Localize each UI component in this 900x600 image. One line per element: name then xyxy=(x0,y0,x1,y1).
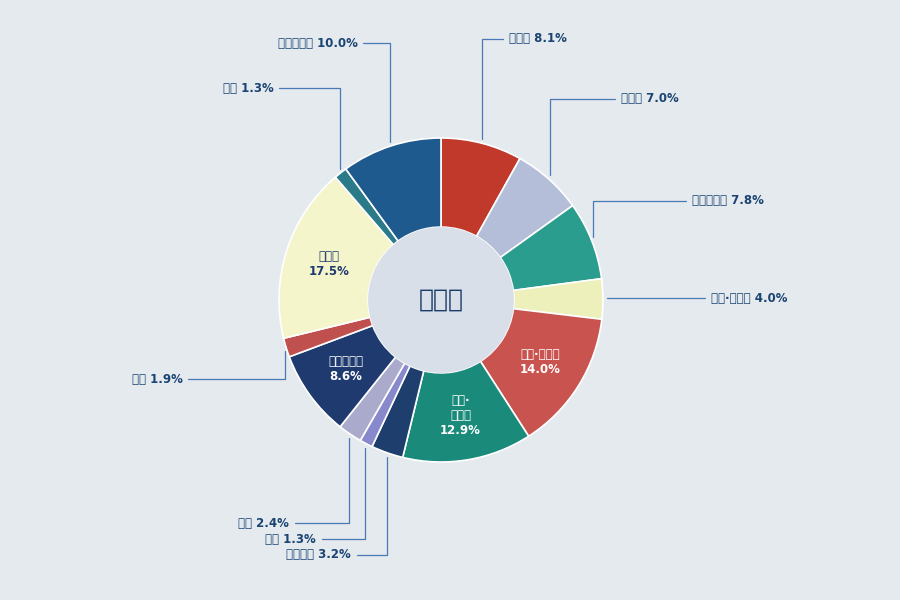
Text: 建設業 8.1%: 建設業 8.1% xyxy=(482,32,567,139)
Wedge shape xyxy=(289,326,396,427)
Wedge shape xyxy=(346,138,441,241)
Circle shape xyxy=(368,227,514,373)
Text: 不動産業 3.2%: 不動産業 3.2% xyxy=(286,457,386,561)
Wedge shape xyxy=(360,363,410,446)
Wedge shape xyxy=(402,361,528,462)
Text: 法学部: 法学部 xyxy=(418,288,464,312)
Wedge shape xyxy=(284,317,373,357)
Text: 運輸·郵便業 4.0%: 運輸·郵便業 4.0% xyxy=(608,292,788,305)
Text: 大学院進学 10.0%: 大学院進学 10.0% xyxy=(278,37,391,142)
Wedge shape xyxy=(372,366,424,457)
Wedge shape xyxy=(476,158,572,257)
Text: 自営 1.9%: 自営 1.9% xyxy=(132,351,284,386)
Text: サービス業
8.6%: サービス業 8.6% xyxy=(328,355,364,383)
Wedge shape xyxy=(336,169,398,245)
Wedge shape xyxy=(513,278,603,319)
Text: 製造業 7.0%: 製造業 7.0% xyxy=(550,92,679,175)
Wedge shape xyxy=(340,357,405,440)
Text: 教育 1.3%: 教育 1.3% xyxy=(266,448,365,546)
Text: 金融·
保険業
12.9%: 金融· 保険業 12.9% xyxy=(440,394,481,437)
Wedge shape xyxy=(500,206,601,290)
Text: 教員 1.3%: 教員 1.3% xyxy=(223,82,339,169)
Wedge shape xyxy=(279,177,393,338)
Wedge shape xyxy=(441,138,520,236)
Wedge shape xyxy=(481,308,602,436)
Text: 卸売·小売業
14.0%: 卸売·小売業 14.0% xyxy=(520,349,561,376)
Text: 医療 2.4%: 医療 2.4% xyxy=(238,438,349,530)
Text: 情報通信業 7.8%: 情報通信業 7.8% xyxy=(593,194,764,237)
Text: 公務員
17.5%: 公務員 17.5% xyxy=(309,250,349,278)
